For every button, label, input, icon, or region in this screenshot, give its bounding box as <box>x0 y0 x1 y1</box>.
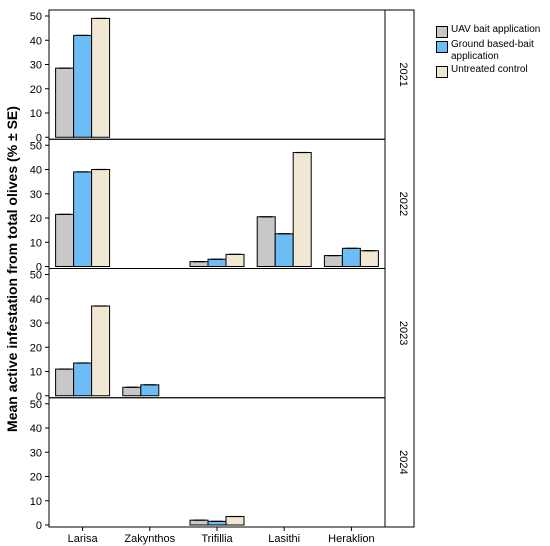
y-tick-label: 40 <box>30 165 42 177</box>
bar-2022-Trifillia-1 <box>207 258 227 268</box>
legend-swatch <box>436 26 448 38</box>
legend-swatch <box>436 41 448 53</box>
y-tick-label: 40 <box>30 423 42 435</box>
bar-2022-Lasithi-0 <box>256 216 276 268</box>
bar-2023-Larisa-1 <box>73 362 93 397</box>
bar-2022-Heraklion-2 <box>359 250 379 268</box>
y-tick-label: 30 <box>30 189 42 201</box>
x-tick-label-lasithi: Lasithi <box>268 533 300 545</box>
y-tick-label: 30 <box>30 447 42 459</box>
x-tick-label-larisa: Larisa <box>68 533 99 545</box>
facet-label-2021: 2021 <box>397 62 409 86</box>
y-tick-label: 20 <box>30 342 42 354</box>
y-tick-label: 20 <box>30 84 42 96</box>
bar-2022-Heraklion-0 <box>323 255 343 267</box>
y-tick-label: 50 <box>30 399 42 411</box>
legend-label: Ground based-bait application <box>451 39 534 62</box>
facet-label-2023: 2023 <box>397 321 409 345</box>
bar-2022-Larisa-2 <box>91 169 111 267</box>
x-tick-label-trifillia: Trifillia <box>201 533 233 545</box>
facet-label-2022: 2022 <box>397 192 409 216</box>
panel-frame <box>48 397 386 528</box>
bar-2024-Trifillia-2 <box>225 516 245 526</box>
bar-2022-Lasithi-1 <box>274 233 294 267</box>
legend-label: UAV bait application <box>451 24 541 35</box>
bar-2021-Larisa-1 <box>73 34 93 138</box>
y-axis-label: Mean active infestation from total olive… <box>4 106 20 432</box>
y-tick-label: 10 <box>30 237 42 249</box>
y-tick-label: 0 <box>36 132 42 144</box>
y-tick-label: 10 <box>30 367 42 379</box>
bar-2022-Lasithi-2 <box>292 152 312 267</box>
y-tick-label: 0 <box>36 262 42 274</box>
y-tick-label: 50 <box>30 270 42 282</box>
bar-2023-Zakynthos-1 <box>140 384 160 397</box>
legend-label: Untreated control <box>451 64 528 75</box>
x-tick-label-zakynthos: Zakynthos <box>124 533 175 545</box>
bar-2022-Larisa-0 <box>55 213 75 268</box>
legend-swatch <box>436 66 448 78</box>
legend: UAV bait application Ground based-bait ap… <box>436 24 550 79</box>
y-tick-label: 40 <box>30 35 42 47</box>
legend-item: Untreated control <box>436 64 550 78</box>
y-tick-label: 10 <box>30 496 42 508</box>
y-tick-label: 30 <box>30 60 42 72</box>
strip-frame <box>384 9 415 528</box>
legend-item: Ground based-bait application <box>436 39 550 63</box>
bar-2022-Heraklion-1 <box>341 247 361 267</box>
bar-2023-Larisa-0 <box>55 368 75 397</box>
y-tick-label: 30 <box>30 318 42 330</box>
y-tick-label: 20 <box>30 213 42 225</box>
y-tick-label: 50 <box>30 11 42 23</box>
y-tick-label: 40 <box>30 294 42 306</box>
bar-2022-Trifillia-0 <box>189 261 209 267</box>
y-tick-label: 20 <box>30 472 42 484</box>
y-tick-label: 10 <box>30 108 42 120</box>
y-tick-label: 50 <box>30 140 42 152</box>
bar-2022-Larisa-1 <box>73 171 93 267</box>
bar-2022-Trifillia-2 <box>225 253 245 267</box>
x-tick-label-heraklion: Heraklion <box>328 533 374 545</box>
bar-2023-Zakynthos-0 <box>122 386 142 397</box>
bar-2021-Larisa-0 <box>55 67 75 138</box>
legend-item: UAV bait application <box>436 24 550 38</box>
y-tick-label: 0 <box>36 520 42 532</box>
facet-panels: 2021 0 10 20 30 40 50 2022 0 10 20 30 40 50 2023 0 10 20 3… <box>30 9 415 545</box>
bar-2021-Larisa-2 <box>91 17 111 138</box>
bar-2023-Larisa-2 <box>91 305 111 397</box>
facet-label-2024: 2024 <box>397 450 409 474</box>
bar-2024-Trifillia-0 <box>189 519 209 526</box>
y-tick-label: 0 <box>36 391 42 403</box>
